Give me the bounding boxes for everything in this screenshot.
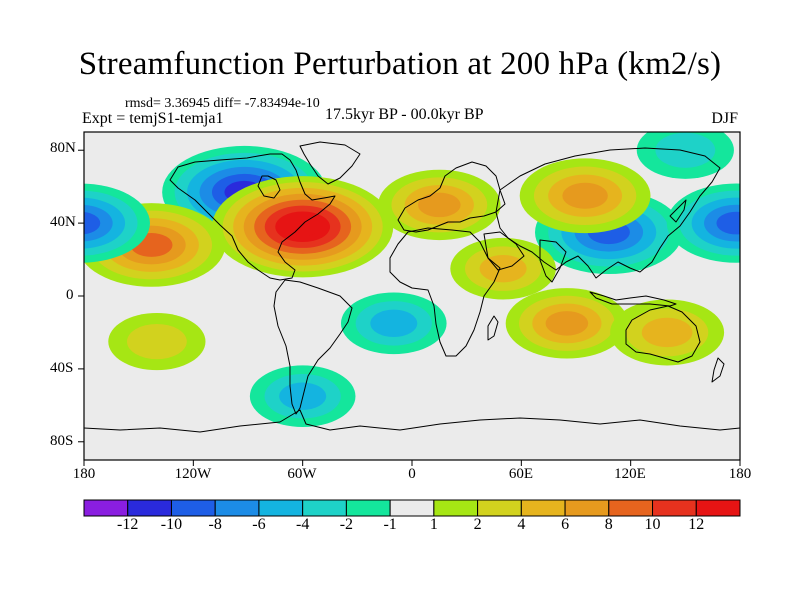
colorbar-box-5 <box>302 499 347 517</box>
contour-4-level-6 <box>562 182 608 209</box>
period-label: 17.5kyr BP - 00.0kyr BP <box>325 106 484 123</box>
contour-8-level-2 <box>655 132 716 168</box>
colorbar-box-2 <box>170 499 216 517</box>
colorbar-box-6 <box>345 499 391 517</box>
colorbar-label-4: -4 <box>295 516 310 533</box>
contour-1-level-13 <box>285 217 320 237</box>
coastline-australia <box>625 305 701 363</box>
colorbar-label-12: 10 <box>644 516 661 533</box>
contour-12-level-4 <box>641 317 693 348</box>
colorbar-label-3: -6 <box>252 516 266 533</box>
lon-label-60w: 60W <box>287 466 317 482</box>
colorbar-box-3 <box>214 499 260 517</box>
colorbar-box-12 <box>608 499 654 517</box>
colorbar-box-8 <box>433 499 479 517</box>
colorbar-box-14 <box>695 499 741 517</box>
colorbar-box-11 <box>564 499 610 517</box>
coastline-north-america <box>169 153 336 281</box>
coastline-japan <box>669 199 687 223</box>
colorbar-label-1: -10 <box>160 516 183 533</box>
colorbar-box-4 <box>258 499 304 517</box>
lon-label-180e: 180 <box>728 466 752 482</box>
colorbar-box-10 <box>520 499 566 517</box>
colorbar-box-0 <box>83 499 129 517</box>
colorbar-box-13 <box>652 499 697 517</box>
colorbar-label-0: -12 <box>117 516 139 533</box>
colorbar-label-10: 6 <box>561 516 570 533</box>
colorbar-label-9: 4 <box>517 516 526 533</box>
coastline-india <box>539 239 567 283</box>
lon-label-180w: 180 <box>72 466 96 482</box>
coastline-greenland <box>299 141 361 185</box>
lon-label-60e: 60E <box>508 466 534 482</box>
coastline-asia <box>495 147 721 279</box>
stats-text: rmsd= 3.36945 diff= -7.83494e-10 <box>125 96 320 111</box>
colorbar-box-9 <box>477 499 522 517</box>
colorbar-label-8: 2 <box>473 516 482 533</box>
coastline-new-zealand <box>711 357 725 383</box>
lat-label-0: 0 <box>66 287 74 303</box>
coastline-antarctica <box>84 409 740 433</box>
contour-13-level-2 <box>126 323 187 360</box>
colorbar-label-7: 1 <box>429 516 438 533</box>
season-label: DJF <box>711 110 738 127</box>
lat-label-40s: 40S <box>50 360 74 376</box>
contour-9-level-4 <box>370 309 418 338</box>
map-title: Streamfunction Perturbation at 200 hPa (… <box>78 46 722 82</box>
coastline-arabia <box>483 231 525 271</box>
colorbar-label-6: -1 <box>383 516 397 533</box>
experiment-label: Expt = temjS1-temja1 <box>82 110 224 127</box>
contour-6-level-6 <box>418 192 461 218</box>
lon-label-120w: 120W <box>174 466 212 482</box>
lon-label-120e: 120E <box>614 466 646 482</box>
colorbar-label-11: 8 <box>604 516 613 533</box>
colorbar-label-5: -2 <box>339 516 354 533</box>
coastline-south-america <box>273 279 353 415</box>
colorbar-label-2: -8 <box>208 516 222 533</box>
contour-7-level-6 <box>545 311 589 336</box>
coastline-indonesia <box>589 291 677 307</box>
colorbar-box-1 <box>127 499 172 517</box>
coastline-hudson-bay <box>257 175 281 199</box>
contour-5-level-8 <box>716 211 740 235</box>
lat-label-80n: 80N <box>50 140 76 156</box>
colorbar-label-13: 12 <box>688 516 705 533</box>
lon-label-0: 0 <box>408 466 416 482</box>
coastline-africa <box>389 227 501 357</box>
coastline-madagascar <box>487 315 499 341</box>
lat-label-40n: 40N <box>50 214 76 230</box>
lat-label-80s: 80S <box>50 433 74 449</box>
colorbar-box-7 <box>389 499 435 517</box>
contour-5-level-8-wrap0 <box>84 211 101 235</box>
